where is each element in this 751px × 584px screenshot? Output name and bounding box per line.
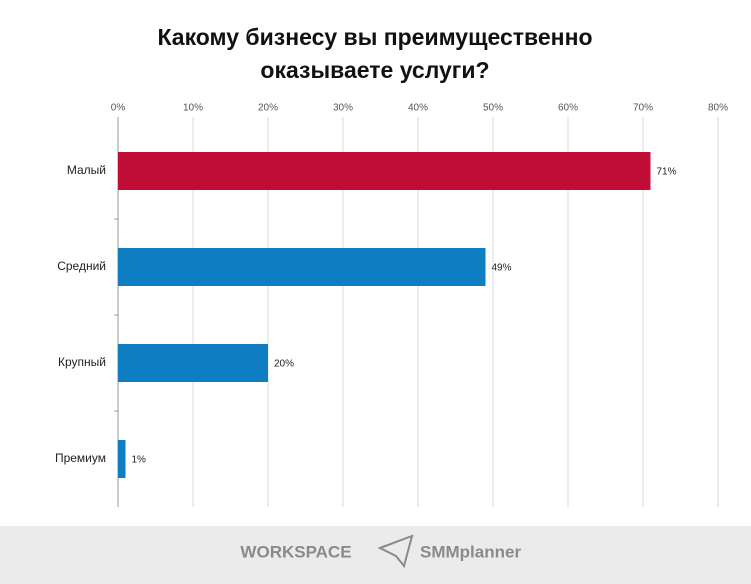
chart-title: оказываете услуги? (260, 57, 489, 83)
footer-logo: WORKSPACE (240, 542, 351, 561)
x-tick-label: 30% (333, 103, 353, 114)
x-tick-label: 40% (408, 103, 428, 114)
x-tick-label: 70% (633, 103, 653, 114)
x-tick-label: 20% (258, 103, 278, 114)
category-label: Крупный (58, 355, 106, 369)
value-label: 71% (657, 167, 677, 178)
bar (118, 440, 126, 478)
x-tick-label: 0% (111, 103, 126, 114)
bar (118, 344, 268, 382)
category-label: Премиум (55, 451, 106, 465)
footer-band (0, 526, 751, 584)
chart-title: Какому бизнесу вы преимущественно (157, 24, 592, 50)
bar (118, 248, 486, 286)
footer-logo: SMMplanner (420, 542, 521, 561)
x-tick-label: 60% (558, 103, 578, 114)
value-label: 20% (274, 359, 294, 370)
bar (118, 152, 651, 190)
category-label: Малый (67, 163, 106, 177)
category-label: Средний (57, 259, 106, 273)
logo-icon (377, 534, 414, 569)
value-label: 49% (492, 263, 512, 274)
x-tick-label: 10% (183, 103, 203, 114)
x-tick-label: 80% (708, 103, 728, 114)
x-tick-label: 50% (483, 103, 503, 114)
value-label: 1% (132, 455, 147, 466)
